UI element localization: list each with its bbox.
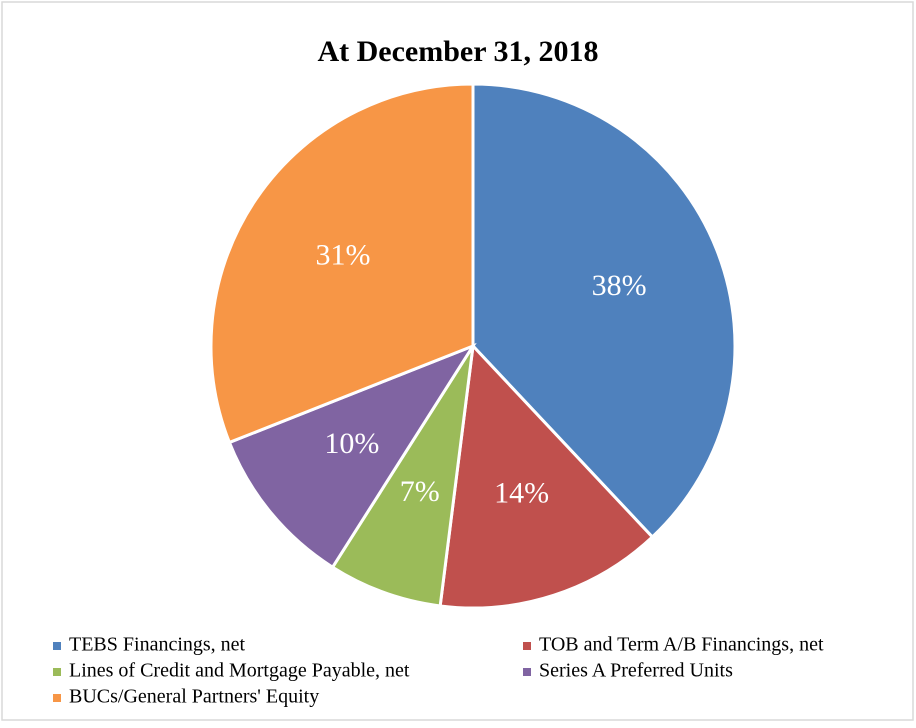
data-label: 7% (400, 475, 440, 508)
pie-slice (227, 342, 477, 570)
chart-title: At December 31, 2018 (317, 35, 598, 68)
legend-label: TEBS Financings, net (69, 634, 246, 656)
legend-label: Series A Preferred Units (539, 660, 733, 682)
pie-slice (471, 82, 737, 540)
legend-label: Lines of Credit and Mortgage Payable, ne… (69, 660, 410, 682)
pie-slice (330, 345, 475, 608)
legend-label: TOB and Term A/B Financings, net (539, 634, 824, 656)
legend-marker (53, 694, 61, 702)
legend-marker (523, 668, 531, 676)
pie-slice (438, 342, 655, 610)
data-label: 14% (494, 476, 549, 509)
legend-marker (53, 668, 61, 676)
data-label: 31% (315, 239, 370, 272)
data-label: 38% (592, 269, 647, 302)
legend-label: BUCs/General Partners' Equity (69, 686, 319, 708)
data-label: 10% (324, 427, 379, 460)
pie-slice (209, 82, 475, 445)
legend-marker (523, 642, 531, 650)
legend-marker (53, 642, 61, 650)
